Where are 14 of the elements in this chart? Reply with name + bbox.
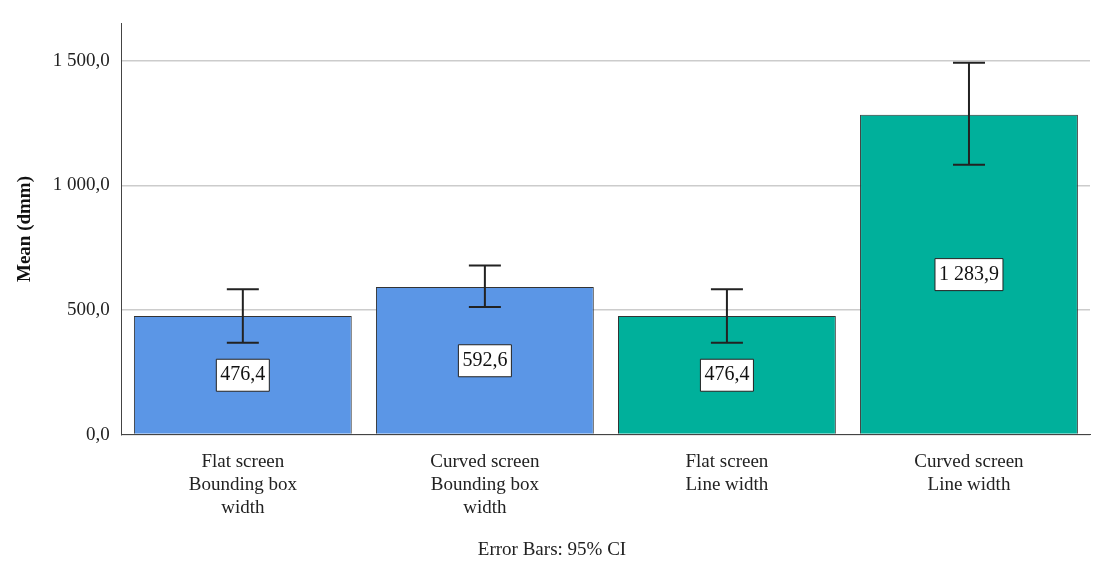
y-tick-label: 0,0 [86, 422, 110, 444]
text: Error Bars: 95% CI [476, 538, 628, 560]
data-label: 476,4 [220, 362, 266, 385]
y-tick-label: 1 000,0 [52, 173, 110, 195]
data-label: 592,6 [462, 348, 508, 371]
y-tick-label: 500,0 [67, 297, 110, 319]
data-label: 476,4 [704, 362, 750, 385]
x-tick-label: Curved screen Line width [914, 449, 1025, 494]
y-axis-title: Mean (dmm) [13, 175, 36, 283]
x-tick-label: Curved screen Bounding box width [430, 449, 540, 517]
y-tick-label: 1 500,0 [52, 48, 110, 70]
data-label: 1 283,9 [938, 261, 999, 284]
x-tick-label: Flat screen Line width [685, 449, 769, 494]
x-tick-label: Flat screen Bounding box width [188, 449, 298, 517]
